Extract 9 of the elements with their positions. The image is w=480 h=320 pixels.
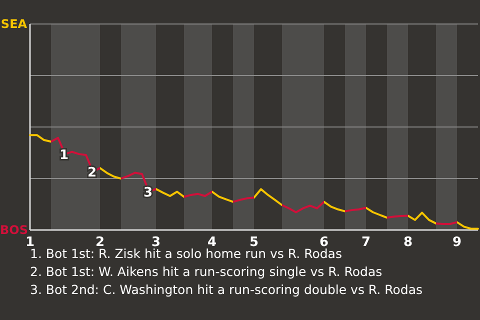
- x-tick-label: 7: [361, 235, 371, 250]
- text: 3. Bot 2nd: C. Washington hit a run-scoring double vs R. Rodas: [30, 282, 422, 297]
- annotation: 3: [143, 186, 153, 201]
- x-tick-label: 9: [452, 235, 462, 250]
- annotation: 2: [87, 166, 97, 181]
- text: SEA: [0, 17, 28, 31]
- text: BOS: [0, 223, 28, 237]
- x-tick-label: 8: [403, 235, 413, 250]
- text: 2. Bot 1st: W. Aikens hit a run-scoring single vs R. Rodas: [30, 264, 382, 279]
